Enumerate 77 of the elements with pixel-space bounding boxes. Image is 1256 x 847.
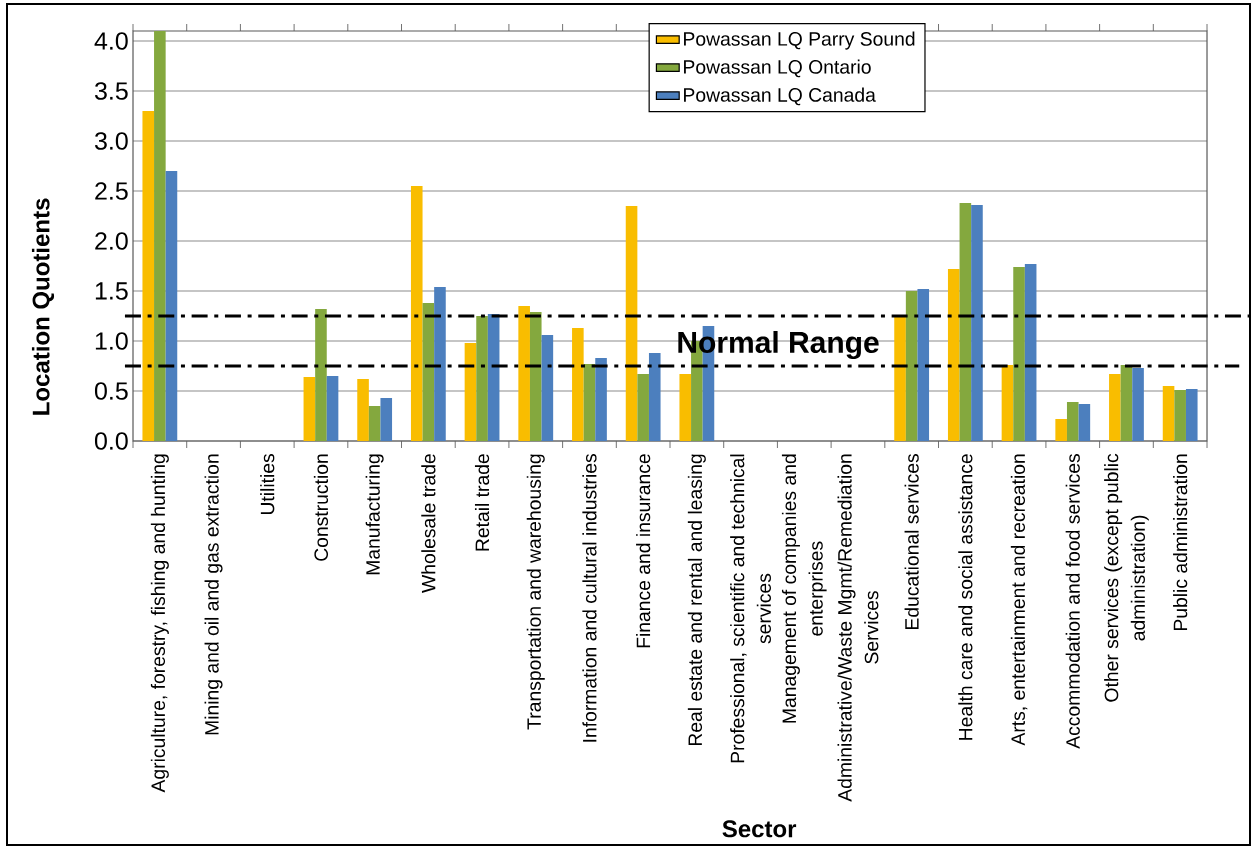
bar bbox=[1174, 390, 1186, 441]
x-tick-label: Other services (except public administration) bbox=[1104, 453, 1149, 702]
x-tick-label: Finance and insurance bbox=[636, 454, 651, 648]
bar bbox=[529, 312, 542, 441]
y-tick-label: 2.0 bbox=[95, 232, 128, 250]
bar bbox=[679, 374, 692, 441]
y-tick-label: 0.0 bbox=[94, 432, 128, 450]
x-tick-label: Professional, scientific and technical services bbox=[730, 454, 771, 763]
bar bbox=[434, 287, 446, 441]
x-tick-label: Real estate and rental and leasing bbox=[687, 454, 706, 746]
bar bbox=[1185, 389, 1198, 441]
bar bbox=[1109, 374, 1121, 441]
bar bbox=[1001, 365, 1014, 441]
bar bbox=[315, 309, 327, 441]
bar bbox=[303, 377, 316, 441]
y-tick-label: 0.5 bbox=[94, 382, 128, 400]
bar bbox=[142, 111, 155, 441]
x-tick-label: Agriculture, forestry, fishing and hunting bbox=[150, 454, 169, 793]
y-axis-title: Location Quotients bbox=[31, 198, 55, 415]
bar bbox=[637, 374, 649, 441]
x-tick-label: Transportation and warehousing bbox=[526, 454, 545, 730]
bar bbox=[476, 316, 488, 441]
x-tick-label: Administrative/Waste Mgmt/Remediation Services bbox=[837, 454, 879, 802]
bar bbox=[1120, 365, 1133, 441]
bar bbox=[1132, 368, 1144, 441]
x-tick-label: Mining and oil and gas extraction bbox=[204, 454, 223, 735]
x-axis-title: Sector bbox=[722, 820, 797, 838]
y-tick-label: 1.0 bbox=[95, 332, 128, 350]
bar bbox=[648, 353, 661, 441]
bar bbox=[583, 364, 596, 441]
bar bbox=[165, 171, 178, 441]
x-tick-label: Information and cultural industries bbox=[582, 454, 597, 742]
bar bbox=[625, 206, 638, 441]
x-tick-label: Health care and social assistance bbox=[958, 454, 973, 740]
bar bbox=[1078, 404, 1091, 441]
y-tick-label: 2.5 bbox=[95, 182, 128, 200]
bar bbox=[595, 358, 607, 441]
bar bbox=[154, 31, 166, 441]
bar bbox=[1013, 267, 1025, 441]
x-tick-label: Wholesale trade bbox=[421, 454, 436, 593]
x-tick-label: Accommodation and food services bbox=[1065, 454, 1080, 749]
x-tick-label: Educational services bbox=[904, 454, 919, 629]
bar bbox=[357, 379, 369, 441]
y-tick-label: 1.5 bbox=[95, 282, 128, 300]
bar bbox=[905, 291, 918, 441]
bar bbox=[541, 335, 554, 441]
x-tick-label: Public administration bbox=[1173, 454, 1188, 631]
bar bbox=[464, 343, 477, 441]
bar bbox=[971, 205, 983, 441]
bar bbox=[518, 306, 530, 441]
bar bbox=[326, 376, 339, 441]
legend-label: Powassan LQ Ontario bbox=[684, 59, 871, 78]
bar bbox=[894, 316, 906, 441]
x-tick-label: Construction bbox=[313, 454, 329, 561]
bar bbox=[410, 186, 423, 441]
legend-label: Powassan LQ Canada bbox=[684, 87, 876, 106]
bar bbox=[422, 303, 435, 441]
y-tick-label: 3.0 bbox=[94, 132, 128, 150]
bar bbox=[1162, 386, 1175, 441]
x-tick-label: Manufacturing bbox=[365, 454, 384, 575]
x-tick-label: Retail trade bbox=[474, 454, 490, 551]
bar bbox=[380, 398, 393, 441]
bar bbox=[917, 289, 930, 441]
x-tick-label: Utilities bbox=[260, 453, 275, 515]
bar bbox=[368, 406, 381, 441]
bar bbox=[1066, 402, 1079, 441]
bar bbox=[1055, 419, 1067, 441]
bar bbox=[1024, 264, 1037, 441]
y-tick-label: 4.0 bbox=[94, 32, 128, 50]
bar bbox=[487, 314, 500, 441]
bar bbox=[959, 203, 972, 441]
legend-label: Powassan LQ Parry Sound bbox=[684, 31, 915, 50]
x-tick-label: Management of companies and enterprises bbox=[781, 454, 827, 723]
x-tick-label: Arts, entertainment and recreation bbox=[1010, 454, 1028, 746]
bar bbox=[572, 328, 584, 441]
y-tick-label: 3.5 bbox=[94, 82, 128, 100]
bar bbox=[947, 269, 960, 441]
